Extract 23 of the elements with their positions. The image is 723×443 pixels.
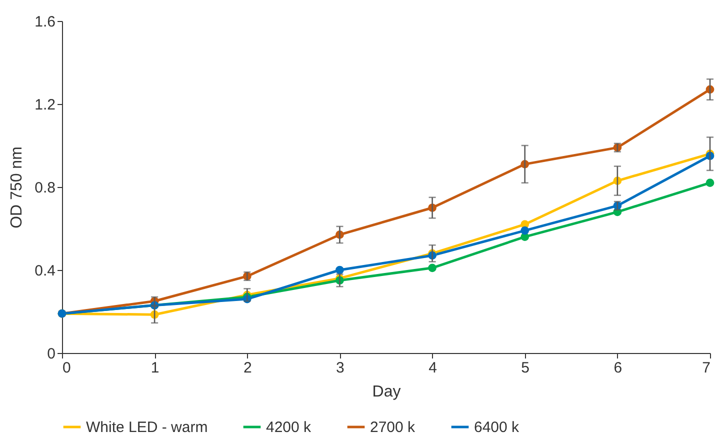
legend-label: 2700 k xyxy=(370,419,416,436)
point xyxy=(336,266,344,274)
x-tick-label: 3 xyxy=(336,360,344,376)
point xyxy=(428,264,436,272)
legend-label: 6400 k xyxy=(474,419,520,436)
legend-label: White LED - warm xyxy=(86,419,208,436)
y-tick-label: 1.2 xyxy=(34,96,56,114)
y-tick-label: 0 xyxy=(47,346,56,362)
x-tick-label: 7 xyxy=(702,360,710,376)
y-tick-label: 0.8 xyxy=(34,180,56,196)
y-axis-title: OD 750 nm xyxy=(8,146,26,228)
x-tick-label: 6 xyxy=(614,360,622,376)
y-tick-label: 0.4 xyxy=(34,262,56,280)
x-tick-label: 0 xyxy=(62,360,71,376)
point xyxy=(706,178,714,188)
x-tick-label: 5 xyxy=(521,360,530,376)
legend-label: 4200 k xyxy=(266,419,312,436)
point xyxy=(520,226,530,235)
y-tick-label: 1.6 xyxy=(34,14,56,30)
x-tick-label: 1 xyxy=(150,360,160,376)
x-axis-title: Day xyxy=(372,384,401,400)
x-tick-label: 4 xyxy=(428,360,437,376)
x-tick-label: 2 xyxy=(243,360,252,376)
